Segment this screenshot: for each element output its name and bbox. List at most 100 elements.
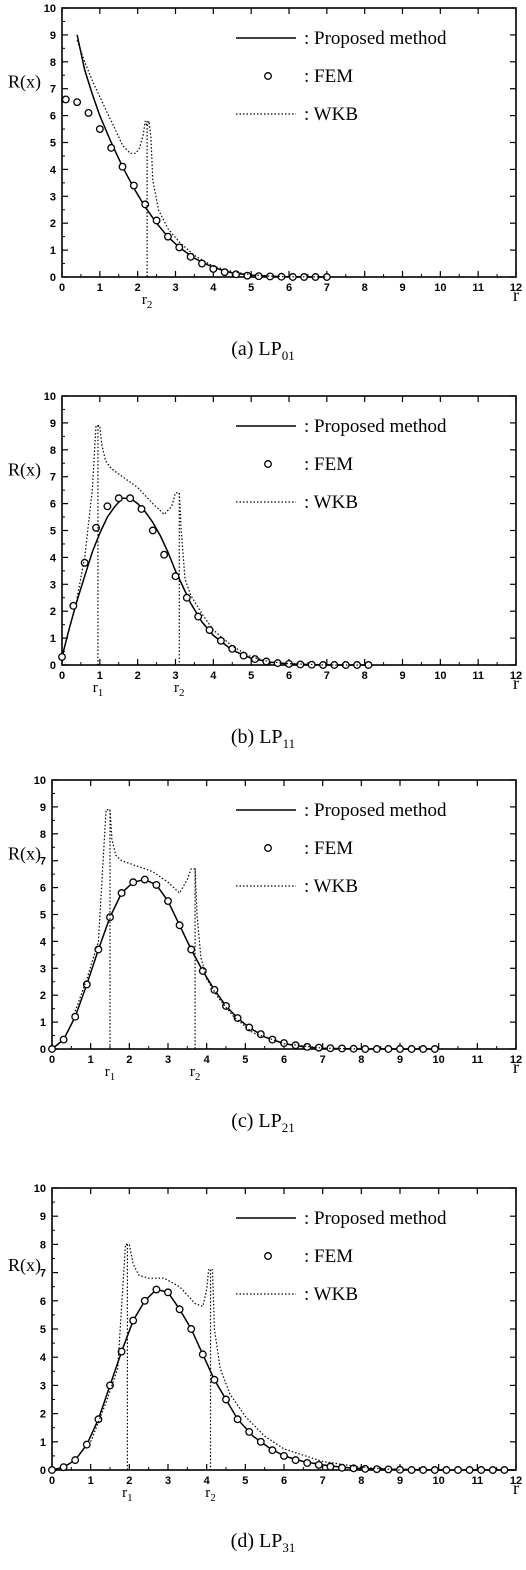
fem-point	[285, 659, 293, 668]
y-tick-label: 5	[40, 1324, 46, 1336]
fem-point	[256, 1437, 265, 1446]
fem-point	[396, 1045, 404, 1053]
fem-point	[233, 1014, 242, 1023]
fem-point	[243, 271, 252, 280]
y-tick-label: 4	[40, 936, 47, 948]
x-tick-label: 4	[204, 1054, 211, 1066]
fem-point	[152, 216, 161, 225]
fem-point	[175, 921, 184, 930]
x-tick-label: 12	[510, 1054, 522, 1066]
y-tick-label: 7	[50, 84, 56, 96]
x-tick-label: 9	[399, 282, 405, 294]
x-tick-label: 0	[59, 282, 65, 294]
y-tick-label: 6	[40, 883, 46, 895]
fem-point	[92, 523, 100, 532]
legend-label: : FEM	[304, 838, 353, 859]
fem-point	[194, 612, 203, 621]
turning-point-label: r1	[122, 1485, 132, 1504]
y-tick-label: 2	[40, 1409, 46, 1421]
panel-caption-subscript: 11	[282, 736, 296, 751]
plot-frame	[61, 395, 517, 666]
panel-caption: (c) LP21	[0, 1110, 526, 1136]
plot-frame	[51, 1187, 517, 1471]
fem-point	[222, 1395, 230, 1404]
chart-panel-3: 0 1 2 3 4 5 6 7 8 9 10 11 12 0 1 2 3 4 5 6 7 8 9 10 R(x) r r1 r2: P…	[0, 772, 526, 1142]
fem-point	[361, 1045, 370, 1053]
legend-marker-fem	[264, 460, 272, 468]
x-tick-label: 2	[126, 1475, 132, 1487]
legend-label: : Proposed method	[304, 1208, 447, 1229]
fem-point	[326, 1462, 335, 1471]
fem-point	[61, 95, 70, 104]
y-tick-label: 8	[50, 57, 56, 69]
x-tick-label: 1	[88, 1054, 94, 1066]
fem-point	[465, 1466, 474, 1474]
fem-point	[69, 601, 78, 610]
fem-point	[372, 1045, 381, 1053]
plot-frame	[61, 7, 517, 278]
fem-point	[488, 1466, 497, 1474]
fem-point	[106, 1381, 114, 1390]
turning-point-label: r2	[174, 680, 185, 699]
panel-caption: (b) LP11	[0, 726, 526, 752]
x-tick-label: 2	[135, 282, 141, 294]
series-wkb-line	[76, 40, 327, 278]
y-tick-label: 0	[40, 1044, 46, 1056]
y-tick-label: 1	[50, 245, 56, 257]
legend-label: : WKB	[304, 1284, 358, 1305]
y-tick-label: 5	[40, 910, 46, 922]
fem-point	[175, 243, 184, 252]
x-tick-label: 0	[49, 1054, 55, 1066]
fem-point	[187, 945, 196, 954]
fem-point	[268, 1035, 277, 1044]
x-tick-label: 10	[434, 670, 446, 682]
legend-marker-fem	[264, 72, 272, 80]
fem-point	[152, 880, 161, 889]
fem-point	[384, 1045, 393, 1053]
y-tick-label: 4	[50, 164, 57, 176]
chart-panel-2: 0 1 2 3 4 5 6 7 8 9 10 11 12 0 1 2 3 4 5 6 7 8 9 10 R(x) r r1 r2: P…	[0, 388, 526, 758]
fem-point	[268, 1446, 277, 1455]
series-proposed-line	[76, 34, 327, 278]
series-proposed-line	[51, 1288, 516, 1471]
fem-point	[419, 1045, 428, 1053]
legend-label: : Proposed method	[304, 800, 447, 821]
y-axis-label: R(x)	[8, 1255, 41, 1276]
y-tick-label: 3	[50, 579, 56, 591]
fem-point	[95, 125, 104, 133]
fem-point	[430, 1045, 439, 1053]
y-tick-label: 8	[40, 1239, 46, 1251]
fem-point	[349, 1464, 358, 1473]
x-tick-label: 8	[358, 1475, 364, 1487]
x-axis-label: r	[513, 1057, 519, 1077]
fem-point	[198, 1350, 207, 1359]
x-tick-label: 0	[59, 670, 65, 682]
x-tick-label: 3	[172, 282, 178, 294]
legend-label: : WKB	[304, 492, 358, 513]
fem-point	[140, 1296, 149, 1305]
y-tick-label: 1	[40, 1017, 46, 1029]
x-tick-label: 5	[242, 1054, 248, 1066]
y-tick-label: 1	[40, 1437, 46, 1449]
fem-point	[106, 913, 114, 922]
x-tick-label: 12	[510, 1475, 522, 1487]
fem-point	[164, 897, 172, 905]
y-tick-label: 7	[40, 1268, 46, 1280]
panel-caption: (a) LP01	[0, 338, 526, 364]
y-tick-label: 0	[40, 1465, 46, 1477]
y-tick-label: 0	[50, 660, 56, 672]
chart-panel-1: 0 1 2 3 4 5 6 7 8 9 10 11 12 0 1 2 3 4 5 6 7 8 9 10 R(x) r r2: Pro…	[0, 0, 526, 370]
fem-point	[129, 878, 138, 887]
panel-caption-subscript: 21	[281, 1120, 295, 1135]
y-tick-label: 10	[44, 391, 56, 403]
fem-point	[82, 1440, 91, 1449]
fem-point	[163, 232, 172, 241]
fem-point	[129, 181, 138, 190]
fem-point	[330, 661, 339, 669]
panel-caption-subscript: 01	[281, 348, 295, 363]
fem-point	[407, 1045, 416, 1053]
fem-point	[254, 272, 263, 281]
fem-point	[303, 1459, 312, 1467]
y-tick-label: 6	[50, 499, 56, 511]
